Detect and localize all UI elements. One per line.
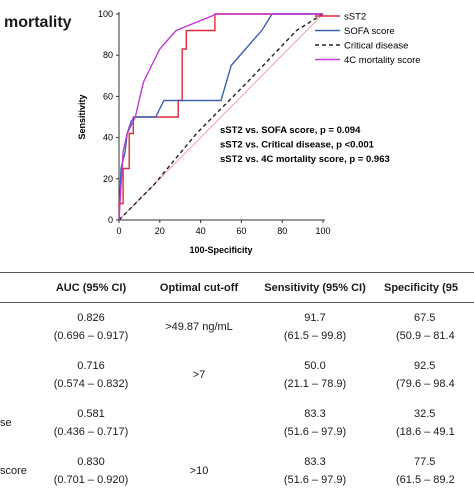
table-cell: 77.5 (61.5 – 89.2: [378, 447, 474, 495]
legend-label: sST2: [344, 12, 366, 23]
table-row: 0.716 (0.574 – 0.832) >7 50.0 (21.1 – 78.9) 9…: [0, 351, 474, 399]
table-cell: 0.826 (0.696 – 0.917): [36, 303, 146, 352]
cell-ci: (0.696 – 0.917): [53, 330, 129, 342]
cell-value: 77.5: [414, 456, 436, 468]
table-cell: [0, 303, 36, 352]
table-cell: 0.830 (0.701 – 0.920): [36, 447, 146, 495]
cell-value: 0.830: [77, 456, 105, 468]
x-tick-label: 100: [315, 226, 330, 236]
x-tick-label: 60: [236, 226, 246, 236]
y-tick-label: 40: [103, 133, 113, 143]
annotation-text: sST2 vs. Critical disease, p <0.001: [220, 140, 375, 151]
cell-value: 50.0: [304, 360, 326, 372]
x-tick-label: 40: [196, 226, 206, 236]
cell-ci: (0.436 – 0.717): [53, 426, 129, 438]
x-axis-label: 100-Specificity: [189, 245, 252, 255]
cell-ci: (50.9 – 81.4: [396, 330, 455, 342]
legend-label: SOFA score: [344, 26, 395, 37]
reference-line: [118, 13, 324, 221]
table-row: score 0.830 (0.701 – 0.920) >10 83.3 (51.6 – …: [0, 447, 474, 495]
y-tick-label: 20: [103, 174, 113, 184]
chart-legend: sST2 SOFA score Critical disease 4C mortali…: [315, 12, 421, 66]
cell-value: 32.5: [414, 408, 436, 420]
roc-chart: 0 20 40 60 80 100 0 20 40 60 80 100 100-Specificity S…: [77, 9, 421, 255]
table-cell: 32.5 (18.6 – 49.1: [378, 399, 474, 447]
stats-table: AUC (95% CI) Optimal cut-off Sensitivity…: [0, 272, 474, 495]
figure-title: mortality: [4, 14, 72, 31]
table-cell: [0, 351, 36, 399]
y-tick-label: 80: [103, 50, 113, 60]
cell-ci: (21.1 – 78.9): [283, 378, 347, 390]
chart-annotations: sST2 vs. SOFA score, p = 0.094 sST2 vs. C…: [220, 125, 390, 165]
y-tick-label: 100: [98, 9, 113, 19]
x-tick-label: 0: [116, 226, 121, 236]
y-tick-label: 60: [103, 91, 113, 101]
table-header: Sensitivity (95% CI): [252, 272, 378, 303]
cell-ci: (79.6 – 98.4: [396, 378, 455, 390]
table-cell: se: [0, 417, 12, 429]
x-tick-label: 20: [155, 226, 165, 236]
cell-value: 91.7: [304, 312, 326, 324]
chart-axes: [118, 12, 325, 221]
table-row: se 0.581 (0.436 – 0.717) 83.3 (51.6 – 97.9) 3…: [0, 399, 474, 447]
cell-value: 0.826: [77, 312, 105, 324]
cell-ci: (61.5 – 99.8): [283, 330, 347, 342]
table-cell: [146, 399, 252, 447]
cell-ci: (51.6 – 97.9): [283, 426, 347, 438]
cell-ci: (0.574 – 0.832): [53, 378, 129, 390]
table-cell: score: [0, 465, 27, 477]
chart-series: [118, 13, 324, 221]
table-cell: 83.3 (51.6 – 97.9): [252, 399, 378, 447]
cell-value: 83.3: [304, 408, 326, 420]
table-cell: 0.716 (0.574 – 0.832): [36, 351, 146, 399]
cell-value: 67.5: [414, 312, 436, 324]
cell-ci: (18.6 – 49.1: [396, 426, 455, 438]
y-tick-label: 0: [108, 215, 113, 225]
cell-value: 83.3: [304, 456, 326, 468]
table-cell: 83.3 (51.6 – 97.9): [252, 447, 378, 495]
annotation-text: sST2 vs. 4C mortality score, p = 0.963: [220, 154, 390, 165]
cell-value: 0.716: [77, 360, 105, 372]
cell-value: 0.581: [77, 408, 105, 420]
series-line-4c-mortality-score: [118, 13, 323, 221]
legend-label: 4C mortality score: [344, 55, 421, 66]
table-cell: >7: [192, 369, 206, 381]
table-cell: >49.87 ng/mL: [165, 321, 233, 333]
table-cell: >10: [189, 465, 209, 477]
cell-value: 92.5: [414, 360, 436, 372]
legend-label: Critical disease: [344, 41, 408, 52]
table-row: 0.826 (0.696 – 0.917) >49.87 ng/mL 91.7 (61.…: [0, 303, 474, 352]
x-tick-label: 80: [277, 226, 287, 236]
table-header: Specificity (95: [378, 272, 474, 303]
table-header: AUC (95% CI): [36, 272, 146, 303]
table-cell: 91.7 (61.5 – 99.8): [252, 303, 378, 352]
table-cell: 67.5 (50.9 – 81.4: [378, 303, 474, 352]
table-cell: 50.0 (21.1 – 78.9): [252, 351, 378, 399]
table-header: Optimal cut-off: [146, 272, 252, 303]
table-header: [0, 272, 36, 303]
table-header-row: AUC (95% CI) Optimal cut-off Sensitivity…: [0, 272, 474, 303]
y-axis-label: Sensitivity: [77, 94, 87, 139]
table-cell: 0.581 (0.436 – 0.717): [36, 399, 146, 447]
annotation-text: sST2 vs. SOFA score, p = 0.094: [220, 125, 361, 136]
series-line-sofa-score: [118, 13, 323, 221]
table-cell: 92.5 (79.6 – 98.4: [378, 351, 474, 399]
